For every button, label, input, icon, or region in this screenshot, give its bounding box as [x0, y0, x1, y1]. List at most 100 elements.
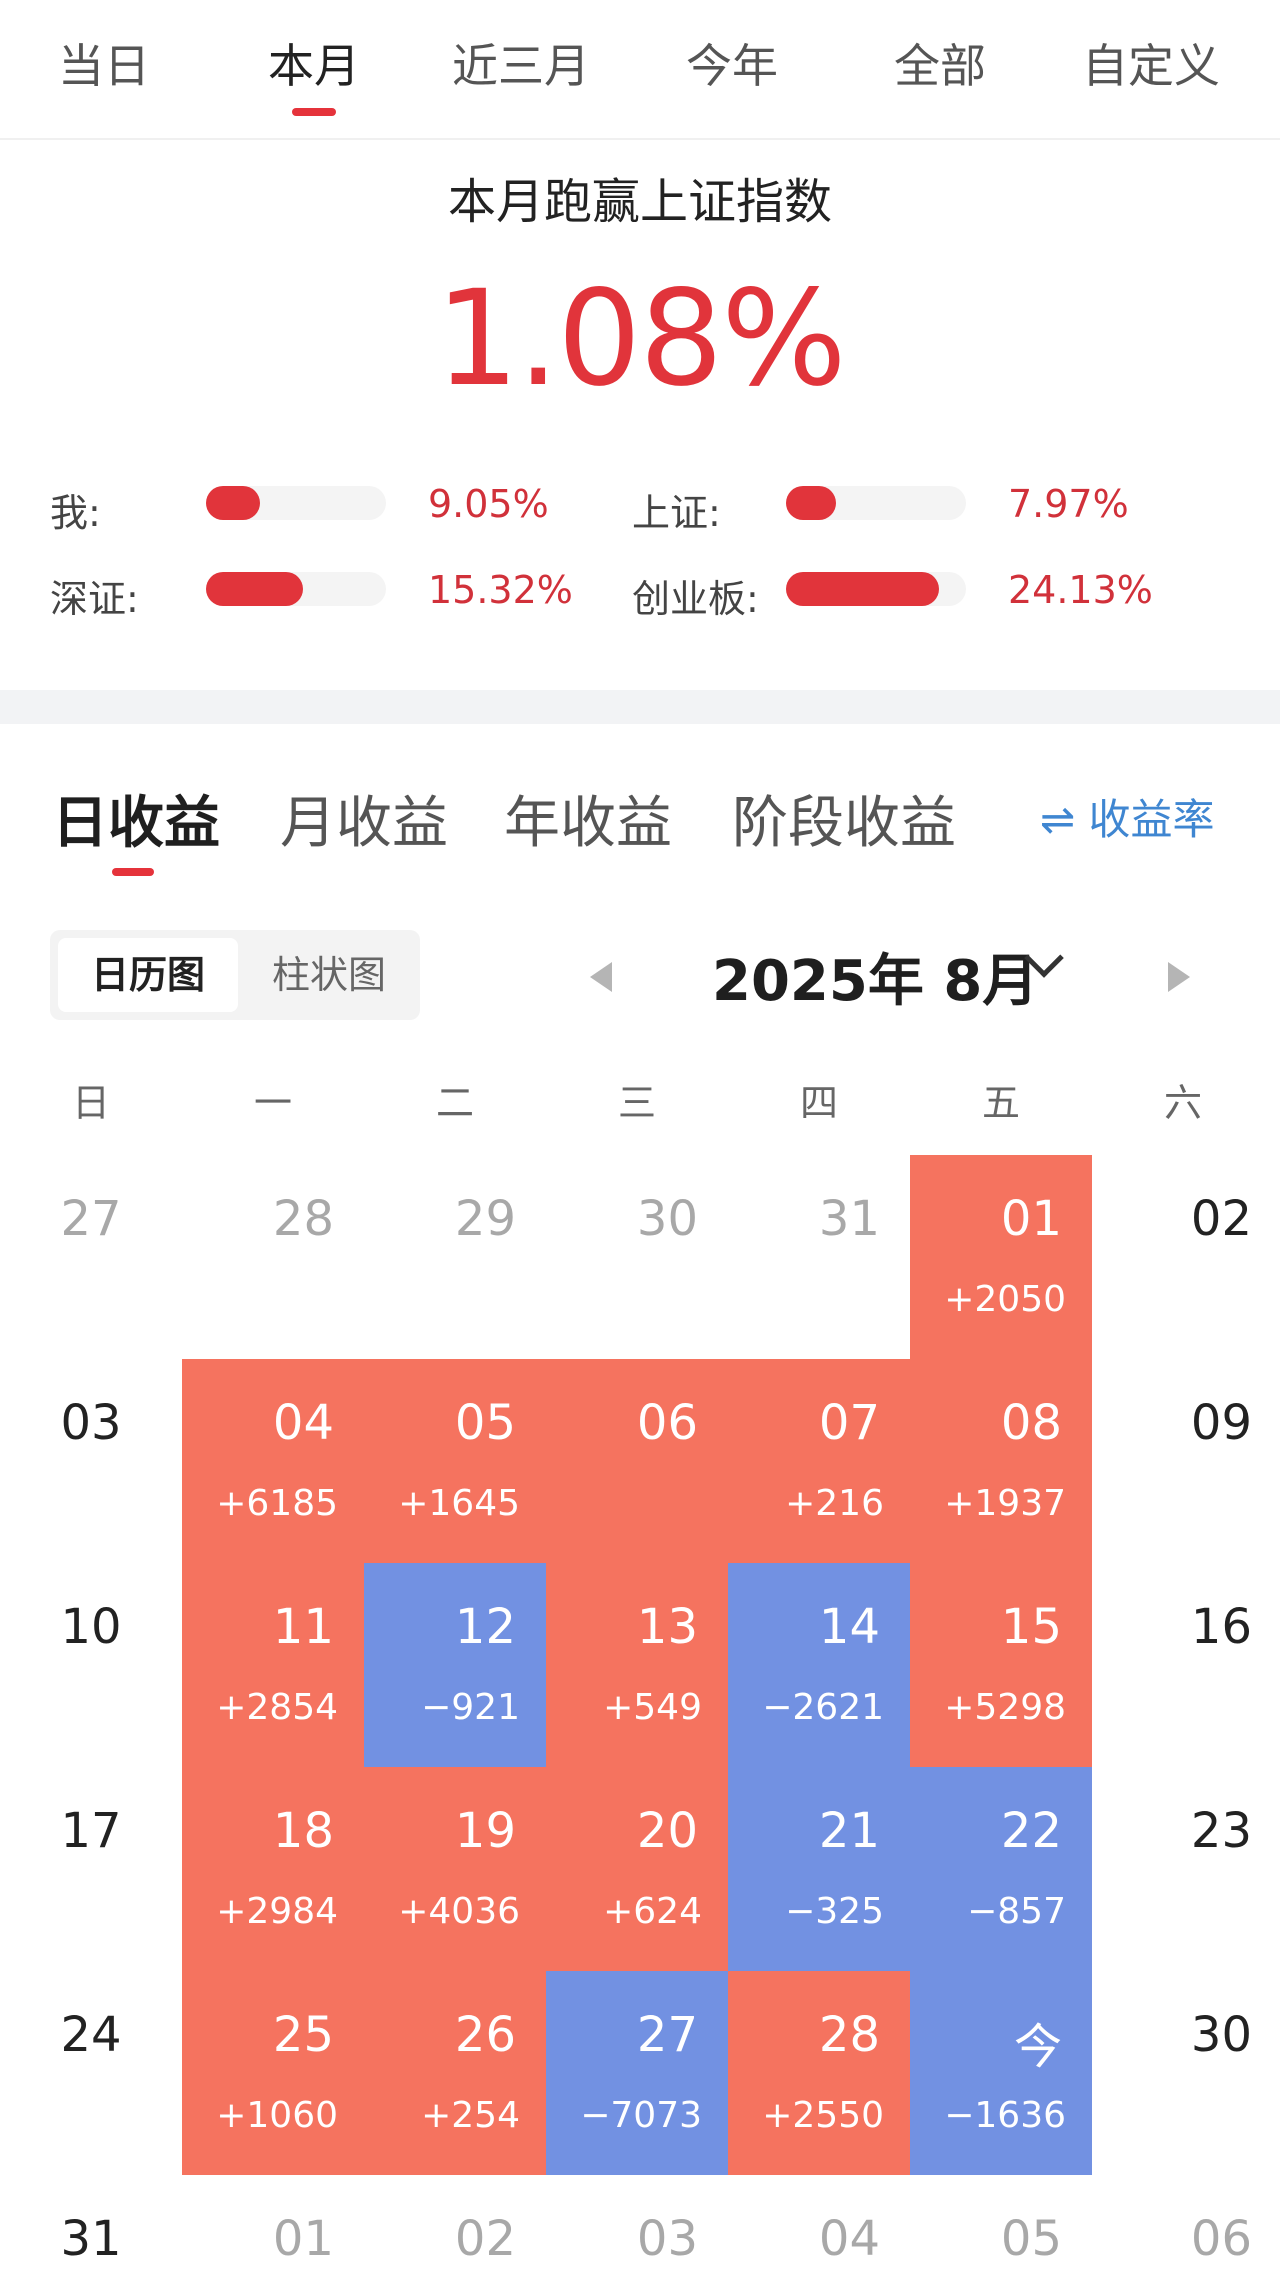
tab-monthly-income[interactable]: 月收益: [280, 791, 448, 856]
calendar-cell[interactable]: 05 +1645: [364, 1359, 546, 1563]
calendar-day-profit: −325: [785, 1891, 884, 1932]
calendar-cell[interactable]: 今 −1636: [910, 1971, 1092, 2175]
calendar-cell[interactable]: 28 +2550: [728, 1971, 910, 2175]
calendar-day-number: 06: [1190, 2211, 1252, 2267]
section-divider: [0, 690, 1280, 724]
calendar-day-number: 02: [454, 2211, 516, 2267]
weekday-wed: 三: [617, 1081, 656, 1125]
weekday-thu: 四: [799, 1081, 838, 1125]
calendar-cell[interactable]: 07 +216: [728, 1359, 910, 1563]
tab-daily-income[interactable]: 日收益: [52, 791, 220, 856]
calendar-cell[interactable]: 12 −921: [364, 1563, 546, 1767]
calendar-day-profit: −7073: [580, 2095, 702, 2136]
calendar-cell[interactable]: 14 −2621: [728, 1563, 910, 1767]
calendar-cell: 02: [1092, 1155, 1274, 1359]
calendar-cell: 06: [1092, 2175, 1274, 2277]
calendar-cell[interactable]: 21 −325: [728, 1767, 910, 1971]
calendar-cell: 23: [1092, 1767, 1274, 1971]
beat-index-value: 1.08%: [435, 262, 846, 416]
calendar-cell[interactable]: 13 +549: [546, 1563, 728, 1767]
calendar-cell[interactable]: 19 +4036: [364, 1767, 546, 1971]
shenzhen-index-value: 15.32%: [428, 568, 573, 612]
next-month-icon[interactable]: [1168, 962, 1190, 992]
calendar-day-number: 15: [1000, 1599, 1062, 1655]
shanghai-index-label: 上证:: [632, 491, 721, 535]
calendar-day-number: 29: [454, 1191, 516, 1247]
active-tab-indicator: [292, 108, 336, 116]
calendar-cell: 31: [0, 2175, 182, 2277]
calendar-cell[interactable]: 15 +5298: [910, 1563, 1092, 1767]
calendar-day-number: 09: [1190, 1395, 1252, 1451]
tab-period-income[interactable]: 阶段收益: [732, 791, 956, 856]
calendar-cell: 24: [0, 1971, 182, 2175]
calendar-day-number: 25: [272, 2007, 334, 2063]
calendar-day-number: 27: [636, 2007, 698, 2063]
calendar-day-number: 05: [454, 1395, 516, 1451]
calendar-day-profit: +624: [603, 1891, 702, 1932]
calendar-cell[interactable]: 25 +1060: [182, 1971, 364, 2175]
calendar-cell[interactable]: 06: [546, 1359, 728, 1563]
calendar-day-profit: +2550: [762, 2095, 884, 2136]
my-return-bar-fill: [206, 486, 260, 520]
calendar-cell: 31: [728, 1155, 910, 1359]
calendar-cell: 03: [0, 1359, 182, 1563]
weekday-tue: 二: [435, 1081, 474, 1125]
calendar-cell: 16: [1092, 1563, 1274, 1767]
my-return-label: 我:: [50, 491, 101, 535]
weekday-sun: 日: [71, 1081, 110, 1125]
tab-this-year[interactable]: 今年: [686, 39, 778, 93]
calendar-cell[interactable]: 27 −7073: [546, 1971, 728, 2175]
calendar-cell: 01: [182, 2175, 364, 2277]
tab-last-three-months[interactable]: 近三月: [452, 39, 590, 93]
calendar-cell[interactable]: 01 +2050: [910, 1155, 1092, 1359]
calendar-day-number: 26: [454, 2007, 516, 2063]
calendar-cell: 03: [546, 2175, 728, 2277]
chinext-index-bar-fill: [786, 572, 939, 606]
calendar-view-button[interactable]: 日历图: [58, 938, 238, 1012]
calendar-cell: 05: [910, 2175, 1092, 2277]
calendar-day-profit: +4036: [398, 1891, 520, 1932]
view-switch: 日历图 柱状图: [50, 930, 420, 1020]
calendar-day-profit: +216: [785, 1483, 884, 1524]
calendar-day-profit: +5298: [944, 1687, 1066, 1728]
calendar-cell[interactable]: 04 +6185: [182, 1359, 364, 1563]
previous-month-icon[interactable]: [590, 962, 612, 992]
calendar-day-number: 07: [818, 1395, 880, 1451]
calendar-day-number: 16: [1190, 1599, 1252, 1655]
month-title[interactable]: 2025年 8月: [712, 949, 1039, 1014]
tab-custom[interactable]: 自定义: [1082, 39, 1220, 93]
calendar-day-number: 23: [1190, 1803, 1252, 1859]
tab-all[interactable]: 全部: [894, 39, 986, 93]
shenzhen-index-bar: [206, 572, 386, 606]
calendar-day-number: 19: [454, 1803, 516, 1859]
calendar-cell: 30: [546, 1155, 728, 1359]
calendar-day-number: 24: [60, 2007, 122, 2063]
calendar-day-number: 06: [636, 1395, 698, 1451]
tab-yearly-income[interactable]: 年收益: [504, 791, 672, 856]
calendar-day-number: 28: [818, 2007, 880, 2063]
calendar-day-profit: −921: [421, 1687, 520, 1728]
calendar-day-number: 30: [636, 1191, 698, 1247]
tab-today[interactable]: 当日: [58, 39, 150, 93]
shenzhen-index-label: 深证:: [50, 577, 139, 621]
calendar-day-number: 18: [272, 1803, 334, 1859]
calendar-cell[interactable]: 20 +624: [546, 1767, 728, 1971]
calendar-cell: 28: [182, 1155, 364, 1359]
calendar-day-number: 27: [60, 1191, 122, 1247]
calendar-day-number: 01: [272, 2211, 334, 2267]
calendar-day-profit: −857: [967, 1891, 1066, 1932]
tab-this-month[interactable]: 本月: [268, 39, 360, 93]
calendar-cell[interactable]: 22 −857: [910, 1767, 1092, 1971]
my-return-bar: [206, 486, 386, 520]
bar-chart-view-button[interactable]: 柱状图: [271, 953, 386, 997]
calendar-day-profit: −1636: [944, 2095, 1066, 2136]
calendar-day-profit: +549: [603, 1687, 702, 1728]
calendar-cell[interactable]: 11 +2854: [182, 1563, 364, 1767]
calendar-cell[interactable]: 18 +2984: [182, 1767, 364, 1971]
calendar-day-number: 31: [818, 1191, 880, 1247]
return-rate-toggle[interactable]: ⇌ 收益率: [1040, 795, 1215, 844]
calendar-day-profit: +2050: [944, 1279, 1066, 1320]
calendar-cell[interactable]: 26 +254: [364, 1971, 546, 2175]
calendar-cell[interactable]: 08 +1937: [910, 1359, 1092, 1563]
shanghai-index-bar-fill: [786, 486, 837, 520]
